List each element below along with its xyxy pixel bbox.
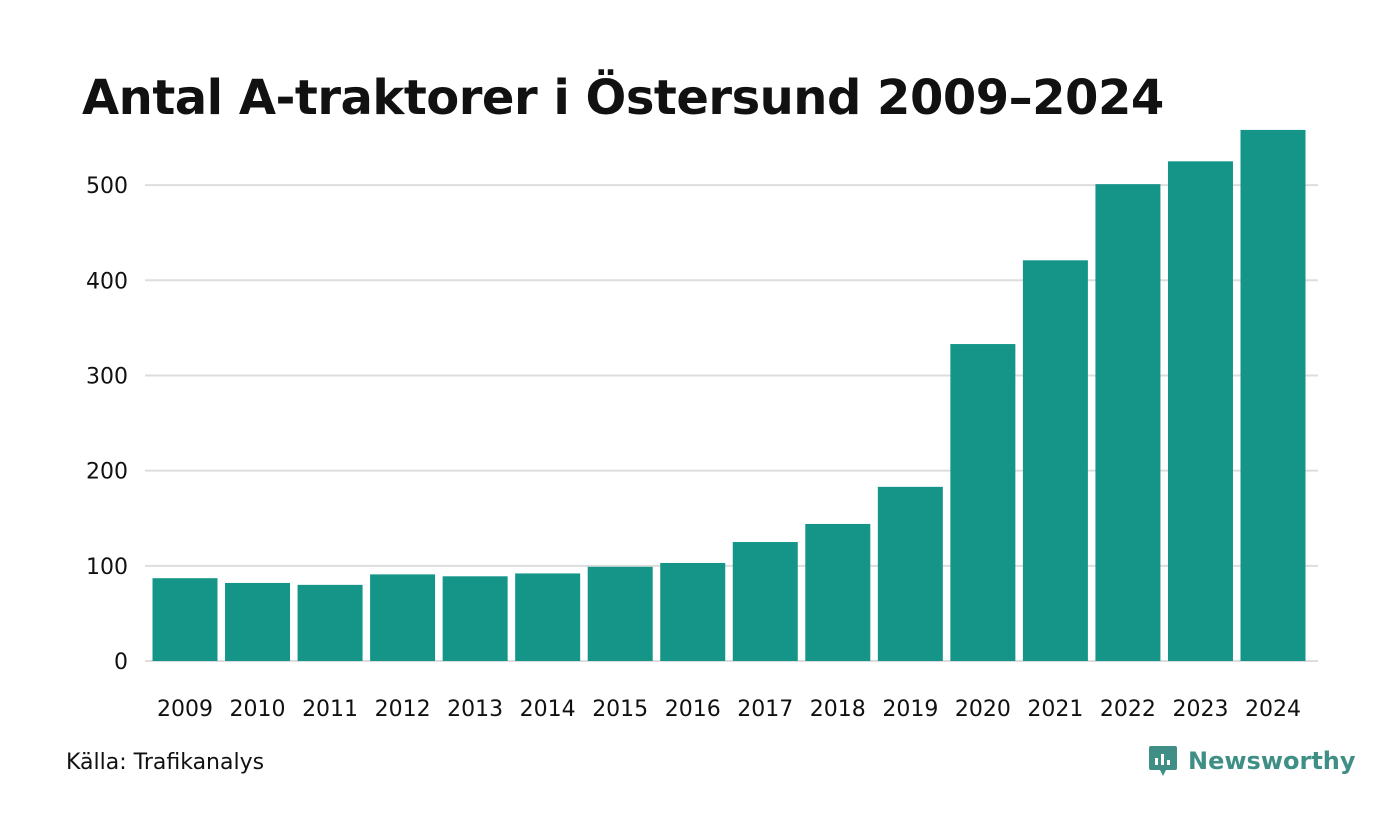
y-tick-label-300: 300	[86, 364, 128, 389]
bar-2018	[805, 523, 871, 661]
bar-2011	[297, 584, 363, 661]
bar-2019	[877, 486, 943, 661]
bar-2016	[660, 562, 726, 661]
x-tick-label-2024: 2024	[1245, 697, 1301, 722]
bar-2013	[442, 576, 508, 661]
bar-2009	[152, 578, 218, 661]
bar-2021	[1022, 260, 1088, 661]
source-label: Källa: Trafikanalys	[66, 750, 265, 775]
y-tick-label-200: 200	[86, 460, 128, 485]
bar-2020	[950, 344, 1016, 661]
y-axis-ticks: 0 100 200 300 400 500	[86, 174, 128, 675]
newsworthy-logo-icon	[1149, 746, 1177, 776]
chart-title: Antal A-traktorer i Östersund 2009–2024	[82, 70, 1164, 126]
y-tick-label-100: 100	[86, 555, 128, 580]
x-tick-label-2020: 2020	[955, 697, 1011, 722]
x-tick-label-2022: 2022	[1100, 697, 1156, 722]
x-tick-label-2018: 2018	[810, 697, 866, 722]
bar-2015	[587, 566, 653, 661]
bar-2023	[1167, 161, 1233, 661]
x-tick-label-2013: 2013	[447, 697, 503, 722]
bar-2022	[1095, 184, 1161, 662]
y-tick-label-500: 500	[86, 174, 128, 199]
x-tick-label-2011: 2011	[302, 697, 358, 722]
y-tick-label-0: 0	[114, 650, 128, 675]
x-tick-label-2014: 2014	[520, 697, 576, 722]
x-tick-label-2009: 2009	[157, 697, 213, 722]
bars	[152, 129, 1306, 662]
bar-2017	[732, 542, 798, 661]
bar-2014	[515, 573, 581, 661]
x-tick-label-2012: 2012	[375, 697, 431, 722]
x-axis-ticks: 2009 2010 2011 2012 2013 2014 2015 2016 2017 2018…	[157, 697, 1301, 722]
brand-name: Newsworthy	[1188, 747, 1356, 775]
x-tick-label-2023: 2023	[1172, 697, 1228, 722]
x-tick-label-2019: 2019	[882, 697, 938, 722]
x-tick-label-2010: 2010	[230, 697, 286, 722]
bar-2024	[1240, 129, 1306, 661]
x-tick-label-2021: 2021	[1027, 697, 1083, 722]
y-tick-label-400: 400	[86, 269, 128, 294]
x-tick-label-2015: 2015	[592, 697, 648, 722]
x-tick-label-2017: 2017	[737, 697, 793, 722]
x-tick-label-2016: 2016	[665, 697, 721, 722]
bar-2010	[225, 582, 291, 661]
brand-logo[interactable]: Newsworthy	[1148, 744, 1356, 778]
bar-2012	[370, 574, 436, 661]
